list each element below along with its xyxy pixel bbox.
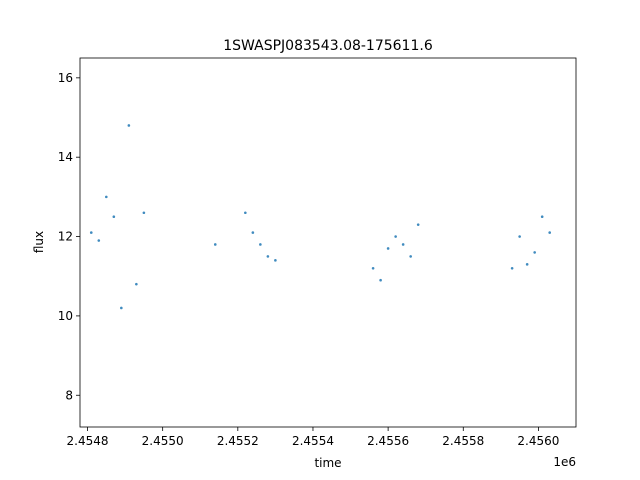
- data-point: [105, 195, 108, 199]
- x-tick-label: 2.4558: [442, 434, 484, 448]
- x-tick-label: 2.4560: [517, 434, 559, 448]
- data-point: [409, 255, 412, 258]
- y-tick-label: 14: [58, 150, 73, 164]
- x-axis-label: time: [314, 456, 341, 470]
- data-point: [510, 266, 514, 270]
- scatter-points: [89, 124, 551, 310]
- data-point: [251, 231, 255, 234]
- data-point: [401, 243, 405, 246]
- data-point: [533, 251, 536, 254]
- data-point: [259, 243, 262, 246]
- plot-frame: [79, 57, 577, 428]
- data-point: [89, 231, 93, 234]
- y-tick-label: 10: [58, 309, 73, 323]
- data-point: [97, 239, 101, 242]
- data-point: [548, 231, 551, 234]
- data-point: [127, 124, 131, 127]
- data-point: [525, 263, 529, 266]
- x-tick-label: 2.4554: [292, 434, 334, 448]
- data-point: [135, 282, 138, 286]
- data-point: [213, 243, 217, 246]
- y-axis: 8 10 12 14 16: [58, 71, 80, 402]
- y-tick-label: 8: [65, 388, 73, 402]
- data-point: [142, 211, 146, 215]
- y-tick-label: 12: [58, 230, 73, 244]
- data-point: [416, 223, 420, 226]
- data-point: [266, 255, 270, 258]
- data-point: [518, 235, 521, 238]
- y-tick-label: 16: [58, 71, 73, 85]
- data-point: [371, 266, 375, 270]
- x-tick-label: 2.4552: [217, 434, 259, 448]
- data-point: [394, 235, 397, 238]
- x-tick-label: 2.4550: [142, 434, 184, 448]
- y-axis-label: flux: [32, 231, 46, 253]
- data-point: [244, 211, 247, 215]
- data-point: [274, 259, 277, 262]
- x-axis: 2.4548 2.4550 2.4552 2.4554 2.4556 2.4558 2.45…: [67, 427, 559, 448]
- x-tick-label: 2.4548: [67, 434, 109, 448]
- data-point: [112, 215, 116, 219]
- chart-title: 1SWASPJ083543.08-175611.6: [223, 38, 433, 54]
- data-point: [540, 215, 544, 219]
- x-axis-offset-label: 1e6: [553, 455, 576, 469]
- data-point: [120, 306, 123, 310]
- data-point: [379, 278, 382, 282]
- x-tick-label: 2.4556: [367, 434, 409, 448]
- data-point: [386, 247, 390, 250]
